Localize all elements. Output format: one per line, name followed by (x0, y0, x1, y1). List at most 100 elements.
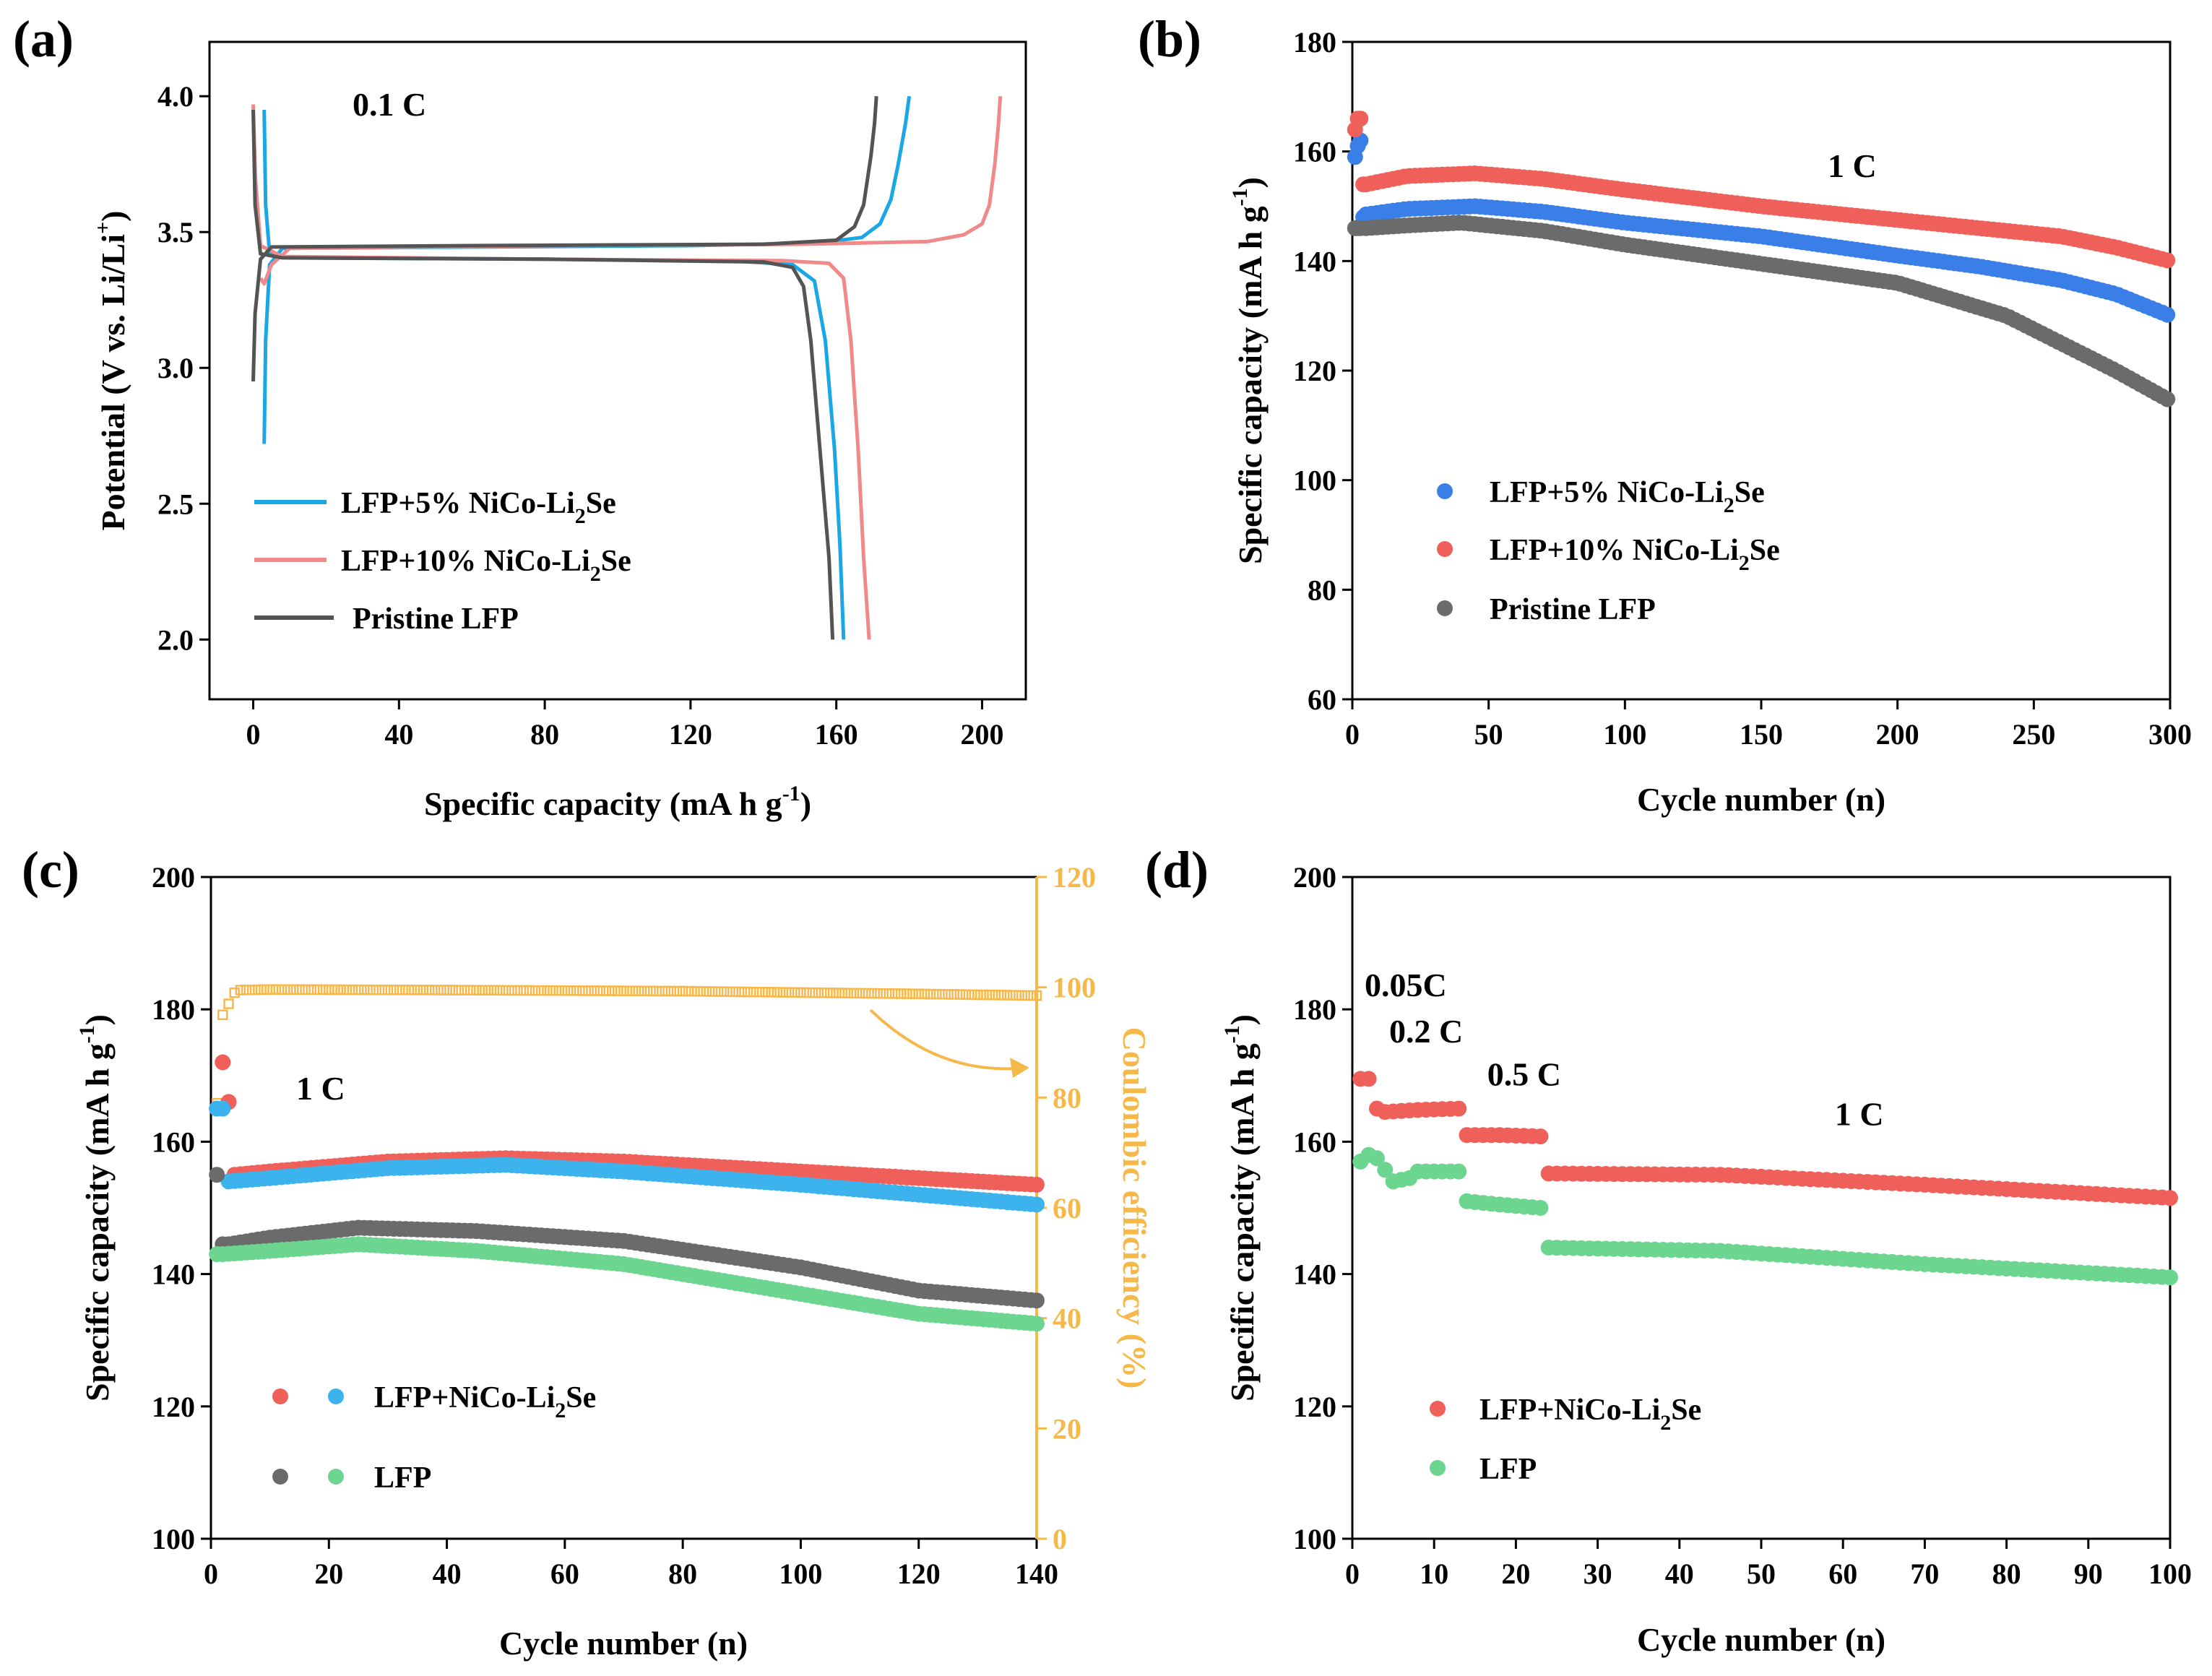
panel-c-ce-point (712, 986, 724, 997)
panel-c-ce-point (613, 985, 623, 996)
panel-c-ce-point (730, 986, 741, 998)
panel-b-y-axis-title: Specific capacity (mA h g-1) (1228, 177, 1269, 564)
panel-c-ce-point (270, 984, 282, 995)
panel-c-ce-point (589, 985, 600, 996)
panel-c-y2-tick-label: 0 (1053, 1523, 1067, 1555)
panel-c-ce-point (329, 984, 340, 995)
panel-c-ce-point (577, 985, 588, 996)
panel-d-x-tick-label: 90 (2074, 1558, 2103, 1590)
panel-c-ce-point (701, 986, 712, 997)
panel-c-ce-point (388, 985, 399, 995)
panel-c-ce-point (772, 987, 783, 998)
panel-b-label: (b) (1138, 10, 1201, 68)
panel-c-ce-point (641, 985, 653, 997)
panel-c-ce-point (288, 984, 299, 995)
panel-b-legend-marker-pristine (1437, 600, 1453, 616)
panel-c-y2-tick-label: 60 (1053, 1192, 1081, 1224)
panel-d-point-lfp (1377, 1162, 1394, 1178)
panel-a-x-tick-label: 0 (246, 718, 261, 751)
panel-a-y-axis-title: Potential (V vs. Li/Li+) (91, 210, 131, 530)
panel-a-y-tick-label: 3.5 (157, 216, 194, 249)
panel-d-point-nico (1360, 1071, 1377, 1087)
panel-a-x-ticks: 0 40 80 120 160 200 (246, 699, 1003, 751)
panel-c-ce-point (282, 984, 293, 995)
panel-c-ce-point (406, 985, 417, 995)
panel-a-label: (a) (13, 10, 74, 68)
panel-c-x-tick-label: 80 (668, 1558, 697, 1590)
panel-c-ce-point (842, 988, 853, 998)
panel-a-rate-annotation: 0.1 C (353, 86, 426, 123)
panel-c-ce-point (294, 984, 305, 995)
panel-d-point-lfp (1451, 1163, 1467, 1180)
panel-c-ce-point (553, 985, 564, 996)
panel-c-y-tick-label: 160 (152, 1126, 195, 1158)
panel-c-ce-point (488, 985, 500, 996)
panel-a-x-axis-title: Specific capacity (mA h g-1) (424, 782, 811, 822)
panel-a-charge-curve-pristine (251, 96, 878, 382)
panel-c-ce-point (459, 985, 470, 995)
panel-d-y-ticks: 100 120 140 160 180 200 (1293, 861, 1352, 1555)
panel-c-ce-point (335, 984, 346, 995)
panel-c-ce-point (837, 988, 847, 998)
panel-c-ce-point (660, 985, 670, 997)
panel-c-ce-point (978, 989, 989, 1001)
panel-b-x-tick-label: 300 (2148, 718, 2192, 751)
panel-d-rate-label: 0.05C (1365, 967, 1447, 1003)
panel-c-ce-point (707, 986, 718, 997)
panel-a-discharge-curve-pristine (251, 109, 835, 640)
panel-c-ce-point (276, 984, 288, 995)
panel-c-ce-point (535, 985, 547, 996)
panel-d-legend-marker-nico (1430, 1401, 1446, 1417)
panel-c-ce-point (883, 988, 895, 999)
panel-b-legend-item-pristine: Pristine LFP (1437, 593, 1656, 626)
panel-d-point-nico (2162, 1190, 2178, 1206)
panel-b-x-tick-label: 200 (1876, 718, 1919, 751)
panel-c-ce-point (807, 987, 818, 998)
panel-c-legend-label-lfp: LFP (374, 1461, 431, 1495)
panel-b-point-10pct (1352, 111, 1369, 127)
panel-c-legend-marker-lfp-gray (272, 1469, 288, 1485)
panel-b-point-10pct (1355, 176, 1372, 193)
panel-d-y-tick-label: 140 (1293, 1258, 1336, 1291)
panel-d-x-tick-label: 10 (1420, 1558, 1448, 1590)
panel-c-ce-point (818, 988, 830, 998)
panel-b-legend-item-5pct: LFP+5% NiCo-Li2Se (1437, 476, 1765, 517)
panel-c-ce-point (695, 986, 706, 997)
panel-c-ce-point (524, 985, 535, 996)
panel-c-ce-point (606, 985, 618, 996)
panel-c-ce-point (353, 984, 364, 995)
panel-c-ce-point (777, 987, 789, 998)
panel-c-ce-point (341, 984, 353, 995)
panel-c-y-axis-title: Specific capacity (mA h g-1) (75, 1014, 116, 1401)
panel-d-x-axis-title: Cycle number (n) (1637, 1621, 1885, 1658)
panel-c-ce-point (866, 988, 877, 999)
panel-c-ce-point (382, 984, 394, 995)
panel-c-ce-point (548, 985, 558, 996)
panel-c-y2-tick-label: 40 (1053, 1303, 1081, 1335)
panel-d-x-tick-label: 50 (1747, 1558, 1776, 1590)
panel-d-rate-label: 0.5 C (1487, 1056, 1561, 1093)
panel-d-rate-labels: 0.05C 0.2 C 0.5 C 1 C (1365, 967, 1884, 1133)
panel-c-ce-point (595, 985, 606, 996)
panel-a-y-tick-label: 3.0 (157, 352, 194, 384)
panel-c-ce-point (984, 989, 995, 1001)
panel-c-ce-point (919, 988, 930, 1000)
panel-c-x-tick-label: 40 (433, 1558, 462, 1590)
panel-d-y-tick-label: 120 (1293, 1391, 1336, 1423)
panel-c-ce-point (500, 985, 511, 996)
panel-c-y-tick-label: 100 (152, 1523, 195, 1555)
panel-b-y-tick-label: 60 (1308, 683, 1336, 716)
panel-d-legend-item-lfp: LFP (1430, 1453, 1537, 1486)
panel-b-x-ticks: 0 50 100 150 200 250 300 (1345, 699, 2192, 751)
panel-c-ce-point (347, 984, 358, 995)
panel-c-ce-point (429, 985, 441, 995)
panel-c-legend: LFP+NiCo-Li2Se LFP (272, 1381, 596, 1495)
panel-a-y-ticks: 2.0 2.5 3.0 3.5 4.0 (157, 80, 209, 656)
panel-d-y-tick-label: 160 (1293, 1126, 1336, 1158)
panel-c-point-lfp-green (209, 1246, 225, 1263)
panel-a: (a) 0 40 80 120 160 200 2.0 2.5 3.0 3.5 4.0 0.1 C… (13, 10, 1027, 822)
panel-c-x-tick-label: 0 (204, 1558, 218, 1590)
panel-d-legend-label-lfp: LFP (1479, 1453, 1537, 1486)
panel-c-data-points (209, 984, 1045, 1332)
panel-c-ce-point (683, 985, 694, 997)
